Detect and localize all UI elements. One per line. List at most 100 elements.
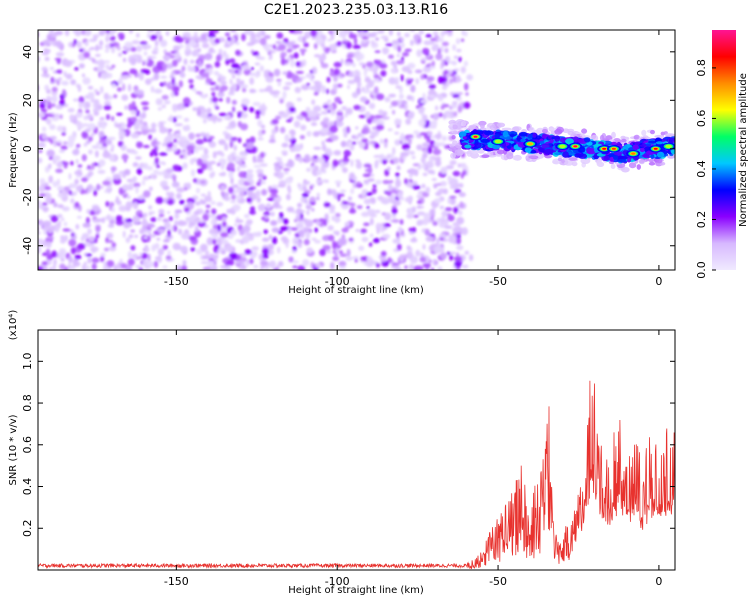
heatmap-cell [434,198,442,204]
heatmap-cell [62,141,68,145]
heatmap-cell [340,189,347,193]
heatmap-cell [556,126,564,134]
heatmap-cell [86,115,94,120]
heatmap-cell [212,151,217,159]
heatmap-cell [104,49,110,53]
heatmap-cell [398,226,403,234]
colorbar-tick-label: 0.8 [695,59,708,77]
heatmap-cell [74,178,79,185]
heatmap-cell [134,234,139,238]
heatmap-cell [135,89,145,95]
heatmap-cell [462,136,467,140]
heatmap-cell [147,30,155,33]
heatmap-cell [249,258,254,265]
heatmap-cell [87,228,92,235]
heatmap-cell [286,70,293,79]
heatmap-cell [360,134,365,139]
heatmap-cell [391,67,397,74]
heatmap-cell [352,181,358,189]
heatmap-cell [648,140,657,144]
heatmap-cell [232,204,241,212]
heatmap-cell [101,217,106,224]
heatmap-cell [85,217,90,224]
heatmap-cell [201,43,210,49]
heatmap-cell [211,96,219,103]
heatmap-cell [415,249,421,257]
heatmap-cell [43,220,52,227]
heatmap-cell [406,245,411,250]
heatmap-cell [258,56,266,60]
heatmap-cell [254,33,262,38]
heatmap-cell [449,197,456,206]
heatmap-cell [87,187,92,193]
heatmap-cell [189,158,195,165]
heatmap-cell [267,243,274,251]
heatmap-cell [142,218,147,225]
heatmap-cell [364,111,371,119]
heatmap-cell [327,225,334,231]
heatmap-cell [290,59,296,68]
heatmap-cell [206,237,213,246]
heatmap-cell [145,244,149,253]
heatmap-cell [436,237,440,245]
heatmap-cell [167,249,172,256]
heatmap-cell [205,64,212,68]
heatmap-cell [339,237,347,246]
heatmap-cell [231,151,237,156]
heatmap-cell [336,115,343,121]
heatmap-cell [421,57,427,62]
heatmap-cell [256,181,262,186]
heatmap-cell [239,153,247,157]
heatmap-cell [207,34,216,38]
heatmap-cell [399,219,404,225]
heatmap-cell [439,205,445,210]
heatmap-cell [327,99,331,103]
heatmap-cell [60,258,65,262]
heatmap-cell [641,129,647,136]
heatmap-cell [321,85,326,94]
heatmap-cell [554,152,563,156]
heatmap-cell [380,250,387,257]
heatmap-cell [371,39,375,47]
heatmap-cell [136,167,143,175]
heatmap-cell [103,149,109,154]
heatmap-cell [328,234,335,242]
heatmap-cell [239,187,248,192]
heatmap-cell [229,58,236,64]
heatmap-cell [73,191,78,196]
heatmap-cell [449,78,453,84]
heatmap-cell [324,179,329,183]
heatmap-cell [235,239,241,243]
heatmap-cell [191,50,198,57]
heatmap-cell [572,136,579,143]
heatmap-cell [244,213,250,219]
heatmap-cell [71,235,77,240]
heatmap-cell [387,128,393,132]
heatmap-cell [285,240,289,249]
heatmap-cell [446,251,451,255]
heatmap-cell [298,156,303,164]
heatmap-cell [126,123,132,129]
heatmap-cell [95,225,101,232]
heatmap-peak [528,142,533,145]
heatmap-cell [351,91,359,99]
heatmap-cell [386,190,392,197]
heatmap-cell [90,132,95,137]
heatmap-cell [128,182,134,190]
heatmap-cell [300,124,307,131]
heatmap-cell [369,217,374,226]
heatmap-cell [269,194,279,198]
heatmap-cell [554,135,561,142]
heatmap-cell [106,232,114,239]
heatmap-cell [453,55,458,59]
heatmap-cell [112,173,122,180]
heatmap-cell [214,38,221,44]
heatmap-cell [369,134,375,140]
heatmap-cell [272,267,279,270]
heatmap-cell [118,129,126,138]
heatmap-cell [229,140,234,149]
y-tick-label: -20 [21,188,34,206]
heatmap-cell [155,196,164,204]
heatmap-cell [53,139,57,148]
heatmap-cell [296,115,304,120]
